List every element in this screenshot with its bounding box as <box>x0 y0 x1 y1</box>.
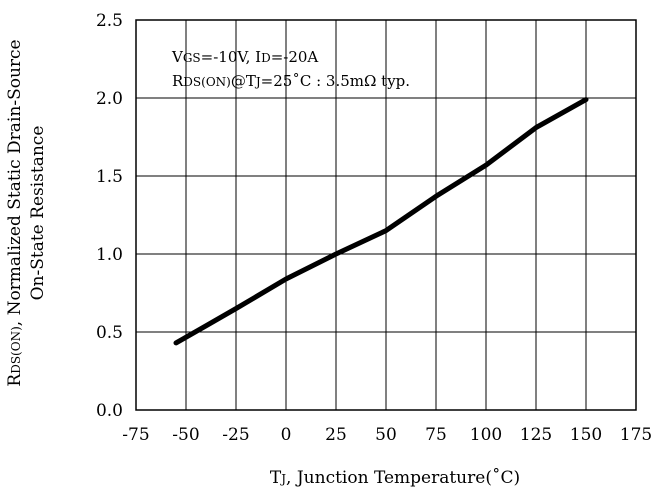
y-tick-label: 2.0 <box>96 89 123 109</box>
x-tick-label: -50 <box>172 425 199 445</box>
x-tick-label: -25 <box>222 425 249 445</box>
x-tick-label: 25 <box>325 425 347 445</box>
x-tick-label: 150 <box>570 425 602 445</box>
y-tick-label: 1.5 <box>96 167 123 187</box>
y-axis-ticks: 0.0 0.5 1.0 1.5 2.0 2.5 <box>96 11 123 421</box>
y-axis-title-line-2: On-State Resistance <box>28 126 48 301</box>
x-tick-label: 50 <box>375 425 397 445</box>
annotation-line-2: RDS(ON)@TJ=25˚C : 3.5mΩ typ. <box>172 72 410 90</box>
grid <box>136 20 636 410</box>
x-tick-label: 0 <box>281 425 292 445</box>
y-tick-label: 0.0 <box>96 401 123 421</box>
x-tick-label: 100 <box>470 425 502 445</box>
x-tick-label: 125 <box>520 425 552 445</box>
y-tick-label: 2.5 <box>96 11 123 31</box>
annotation-line-1: VGS=-10V, ID=-20A <box>171 48 318 66</box>
plot-frame <box>135 19 637 411</box>
y-axis-title-line-1: RDS(ON), Normalized Static Drain-Source <box>5 39 25 386</box>
y-tick-label: 0.5 <box>96 323 123 343</box>
x-tick-label: 75 <box>425 425 447 445</box>
x-axis-ticks: -75 -50 -25 0 25 50 75 100 125 150 175 <box>122 425 652 445</box>
y-tick-label: 1.0 <box>96 245 123 265</box>
x-tick-label: -75 <box>122 425 149 445</box>
x-tick-label: 175 <box>620 425 652 445</box>
x-axis-title: TJ, Junction Temperature(˚C) <box>270 468 520 488</box>
series-line <box>173 97 589 346</box>
series-layer <box>173 97 589 346</box>
